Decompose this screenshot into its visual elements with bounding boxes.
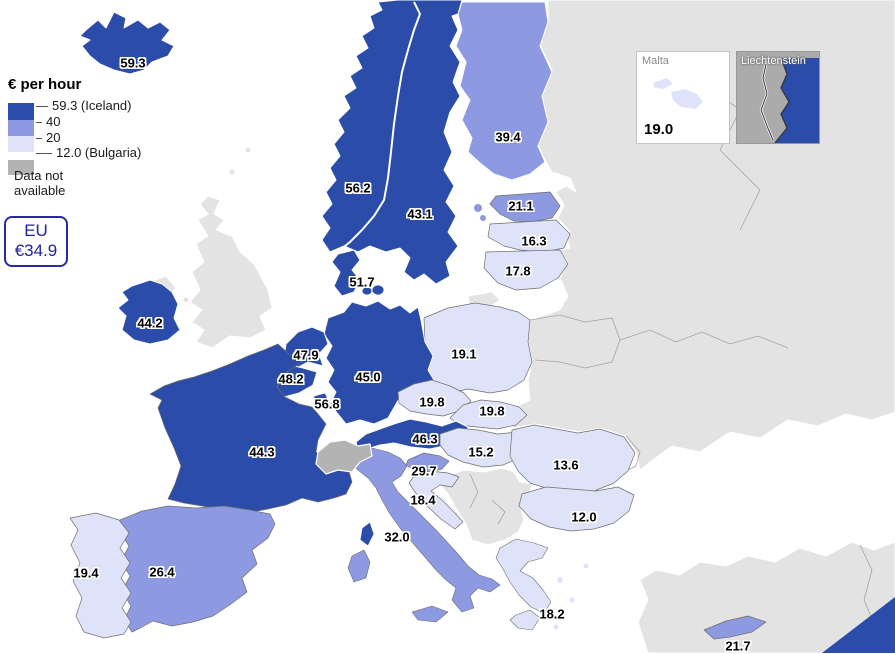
value-label-slovenia: 29.7 bbox=[411, 464, 436, 479]
value-label-italy: 32.0 bbox=[384, 530, 409, 545]
value-label-germany: 45.0 bbox=[355, 370, 380, 385]
value-label-poland: 19.1 bbox=[451, 347, 476, 362]
value-label-cyprus: 21.7 bbox=[725, 639, 750, 654]
value-label-netherlands: 47.9 bbox=[293, 348, 318, 363]
country-malta-main bbox=[671, 89, 703, 109]
value-label-iceland: 59.3 bbox=[120, 56, 145, 71]
landmass-shetland bbox=[245, 147, 251, 153]
eu-value: €34.9 bbox=[6, 241, 66, 261]
value-label-romania: 13.6 bbox=[553, 458, 578, 473]
value-label-sweden: 43.1 bbox=[407, 207, 432, 222]
legend-tick-20: 20 bbox=[36, 131, 60, 144]
country-greek-island3 bbox=[584, 564, 589, 569]
value-label-latvia: 16.3 bbox=[521, 234, 546, 249]
inset-austria-area bbox=[775, 58, 819, 143]
legend-swatch-mid bbox=[8, 120, 34, 136]
value-label-ireland: 44.2 bbox=[137, 316, 162, 331]
inset-liechtenstein: Liechtenstein bbox=[736, 51, 820, 144]
landmass-orkney bbox=[229, 169, 235, 175]
legend-tick-min: 12.0 (Bulgaria) bbox=[36, 146, 141, 159]
value-label-lithuania: 17.8 bbox=[505, 264, 530, 279]
value-label-spain: 26.4 bbox=[149, 565, 174, 580]
eu-label: EU bbox=[6, 221, 66, 241]
value-label-bulgaria: 12.0 bbox=[571, 510, 596, 525]
country-greek-island1 bbox=[557, 577, 563, 583]
value-label-luxembourg: 56.8 bbox=[314, 397, 339, 412]
inset-malta-title: Malta bbox=[642, 55, 669, 67]
inset-malta: Malta 19.0 bbox=[636, 51, 730, 144]
inset-liechtenstein-west-border-casing bbox=[761, 60, 773, 140]
eu-average-box: EU €34.9 bbox=[4, 216, 68, 267]
value-label-slovakia: 19.8 bbox=[479, 404, 504, 419]
value-label-czechia: 19.8 bbox=[419, 395, 444, 410]
legend-swatch-light bbox=[8, 136, 34, 152]
country-estonia-islands2 bbox=[480, 215, 486, 221]
value-label-finland: 39.4 bbox=[495, 130, 520, 145]
country-balearics bbox=[196, 586, 214, 593]
inset-liechtenstein-title: Liechtenstein bbox=[741, 55, 806, 67]
value-label-denmark: 51.7 bbox=[349, 275, 374, 290]
country-greek-island2 bbox=[570, 598, 575, 603]
value-label-austria: 46.3 bbox=[412, 432, 437, 447]
value-label-portugal: 19.4 bbox=[73, 566, 98, 581]
legend-swatch-dark bbox=[8, 103, 34, 120]
value-label-hungary: 15.2 bbox=[468, 445, 493, 460]
value-label-norway: 56.2 bbox=[345, 181, 370, 196]
legend-tick-40: 40 bbox=[36, 115, 60, 128]
country-greek-island4 bbox=[554, 625, 559, 630]
inset-maps: Malta 19.0 Liechtenstein bbox=[636, 51, 820, 144]
landmass-isle-of-man bbox=[183, 297, 189, 303]
legend-tick-max: 59.3 (Iceland) bbox=[36, 99, 132, 112]
legend-title: € per hour bbox=[8, 76, 81, 93]
country-poland bbox=[424, 303, 532, 393]
value-label-estonia: 21.1 bbox=[508, 199, 533, 214]
country-finland bbox=[456, 2, 552, 180]
value-label-france: 44.3 bbox=[249, 445, 274, 460]
value-label-greece: 18.2 bbox=[539, 607, 564, 622]
legend: € per hour 59.3 (Iceland) 40 20 12.0 (Bu… bbox=[8, 76, 81, 201]
country-estonia-islands bbox=[474, 204, 482, 212]
country-malta-gozo bbox=[653, 78, 673, 89]
legend-nodata-label: Data not available bbox=[14, 168, 81, 198]
inset-malta-value: 19.0 bbox=[644, 121, 673, 138]
value-label-belgium: 48.2 bbox=[278, 372, 303, 387]
value-label-croatia: 18.4 bbox=[410, 493, 435, 508]
europe-labour-cost-map: 59.3 56.2 43.1 39.4 21.1 16.3 17.8 51.7 44.2 47.9… bbox=[0, 0, 895, 653]
